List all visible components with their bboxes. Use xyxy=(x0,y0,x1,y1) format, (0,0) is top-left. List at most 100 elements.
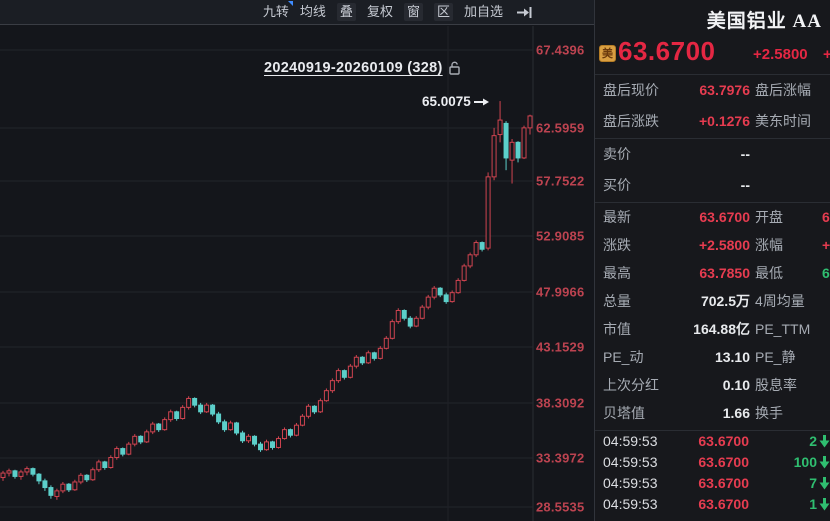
toolbar-item-叠[interactable]: 叠 xyxy=(336,3,356,21)
time-sales-row: 04:59:53 63.6700 1 xyxy=(595,494,830,515)
trade-time: 04:59:53 xyxy=(603,433,658,449)
candle xyxy=(126,441,132,456)
bid-ask-value: -- xyxy=(740,146,750,162)
stat-value: 1.66 xyxy=(722,405,750,421)
candle xyxy=(48,485,54,499)
toolbar-item-区[interactable]: 区 xyxy=(433,3,453,21)
price-change-pct: + xyxy=(823,46,830,63)
toolbar-item-复权[interactable]: 复权 xyxy=(366,4,393,19)
stat-row: 最新 63.6700 开盘 6 xyxy=(595,203,830,231)
price-axis-tick: 62.5959 xyxy=(536,120,585,136)
price-axis-tick: 52.9085 xyxy=(536,228,585,244)
candle xyxy=(425,294,431,310)
bid-ask-row: 卖价 -- xyxy=(595,139,830,170)
candle xyxy=(413,316,419,328)
candle xyxy=(341,369,347,380)
candle xyxy=(407,316,413,329)
high-annotation-text: 65.0075 xyxy=(422,94,471,109)
stat-label: 贝塔值 xyxy=(603,405,645,421)
stat-row: 上次分红 0.10 股息率 xyxy=(595,371,830,399)
candle xyxy=(36,473,42,485)
trade-volume: 7 xyxy=(809,475,817,491)
candle xyxy=(240,430,246,444)
toolbar-item-九转[interactable]: 九转 xyxy=(263,1,293,20)
candle xyxy=(30,467,36,477)
after-hours-label: 盘后现价 xyxy=(603,82,659,98)
candlestick-chart[interactable]: 20240919-20260109 (328) 65.0075 xyxy=(0,26,594,521)
toolbar-item-窗[interactable]: 窗 xyxy=(403,3,423,21)
candle xyxy=(228,420,234,431)
price-axis-tick: 33.3972 xyxy=(536,450,585,466)
stat-row: 总量 702.5万 4周均量 xyxy=(595,287,830,315)
candle xyxy=(12,469,18,479)
candle xyxy=(60,481,66,494)
candle xyxy=(66,483,72,493)
price-axis-tick: 43.1529 xyxy=(536,339,585,355)
candle xyxy=(54,488,60,500)
candle xyxy=(401,309,407,321)
trade-price: 63.6700 xyxy=(698,433,749,449)
stat-label: 市值 xyxy=(603,321,631,337)
candle xyxy=(347,363,353,379)
collapse-panel-icon[interactable] xyxy=(516,6,532,19)
us-market-badge: 美 xyxy=(599,45,616,62)
after-hours-value: 63.7976 xyxy=(699,82,750,98)
high-annotation: 65.0075 xyxy=(422,94,491,109)
trade-price: 63.6700 xyxy=(698,475,749,491)
stat-value2-clipped: 6 xyxy=(822,265,830,281)
stat-label2: 最低 xyxy=(755,265,783,281)
candle xyxy=(264,439,270,451)
stat-label2: PE_TTM xyxy=(755,321,811,337)
stat-label: 涨跌 xyxy=(603,237,631,253)
toolbar-item-均线[interactable]: 均线 xyxy=(299,4,326,19)
after-hours-row: 盘后现价 63.7976 盘后涨幅 xyxy=(595,75,830,106)
candle xyxy=(443,292,449,304)
stat-label2: 4周均量 xyxy=(755,293,805,309)
sell-down-arrow-icon xyxy=(819,498,830,511)
chart-toolbar: 九转 均线叠复权窗区加自选 xyxy=(0,0,594,25)
price-axis-tick: 57.7522 xyxy=(536,173,585,189)
unlock-icon[interactable] xyxy=(448,61,461,75)
candle xyxy=(371,351,377,361)
candle xyxy=(485,172,491,251)
time-sales-section: 04:59:53 63.6700 2 04:59:53 63.6700 100 04:59:… xyxy=(595,430,830,521)
candle xyxy=(461,263,467,282)
sell-down-arrow-icon xyxy=(819,456,830,469)
candle xyxy=(419,304,425,320)
trade-price: 63.6700 xyxy=(698,454,749,470)
sell-down-arrow-icon xyxy=(819,435,830,448)
candle xyxy=(323,388,329,402)
candle xyxy=(108,455,114,469)
trade-time: 04:59:53 xyxy=(603,496,658,512)
sell-down-arrow-icon xyxy=(819,477,830,490)
time-sales-row: 04:59:53 63.6700 2 xyxy=(595,431,830,452)
candle xyxy=(395,308,401,324)
stat-value2-clipped: + xyxy=(822,237,830,253)
candle xyxy=(353,355,359,369)
stat-label: 总量 xyxy=(603,293,631,309)
stat-value: 0.10 xyxy=(722,377,750,393)
candle xyxy=(389,319,395,340)
candle xyxy=(18,469,24,480)
candle xyxy=(246,434,252,444)
candle xyxy=(192,397,198,408)
candle xyxy=(234,421,240,436)
price-axis-tick: 47.9966 xyxy=(536,284,585,300)
trade-time: 04:59:53 xyxy=(603,454,658,470)
candle xyxy=(138,435,144,445)
stat-row: PE_动 13.10 PE_静 xyxy=(595,343,830,371)
after-hours-label2: 盘后涨幅 xyxy=(755,82,811,98)
price-row: 美 63.6700 +2.5800 + xyxy=(595,34,830,72)
toolbar-item-加自选[interactable]: 加自选 xyxy=(463,4,503,19)
candle xyxy=(24,466,30,476)
candle xyxy=(287,428,293,438)
candle xyxy=(210,404,216,417)
candle xyxy=(293,422,299,437)
candle xyxy=(269,440,275,450)
price-axis: 67.4396 62.5959 57.7522 52.9085 47.9966 43.15… xyxy=(536,0,594,521)
stats-section: 最新 63.6700 开盘 6 涨跌 +2.5800 涨幅 + 最高 63.7850 最低 6 总量 70… xyxy=(595,202,830,430)
candle xyxy=(359,356,365,366)
date-range-label[interactable]: 20240919-20260109 (328) xyxy=(264,60,461,76)
candle xyxy=(509,138,515,184)
chart-region: 九转 均线叠复权窗区加自选 20240919-20260109 (328) 65.… xyxy=(0,0,594,521)
